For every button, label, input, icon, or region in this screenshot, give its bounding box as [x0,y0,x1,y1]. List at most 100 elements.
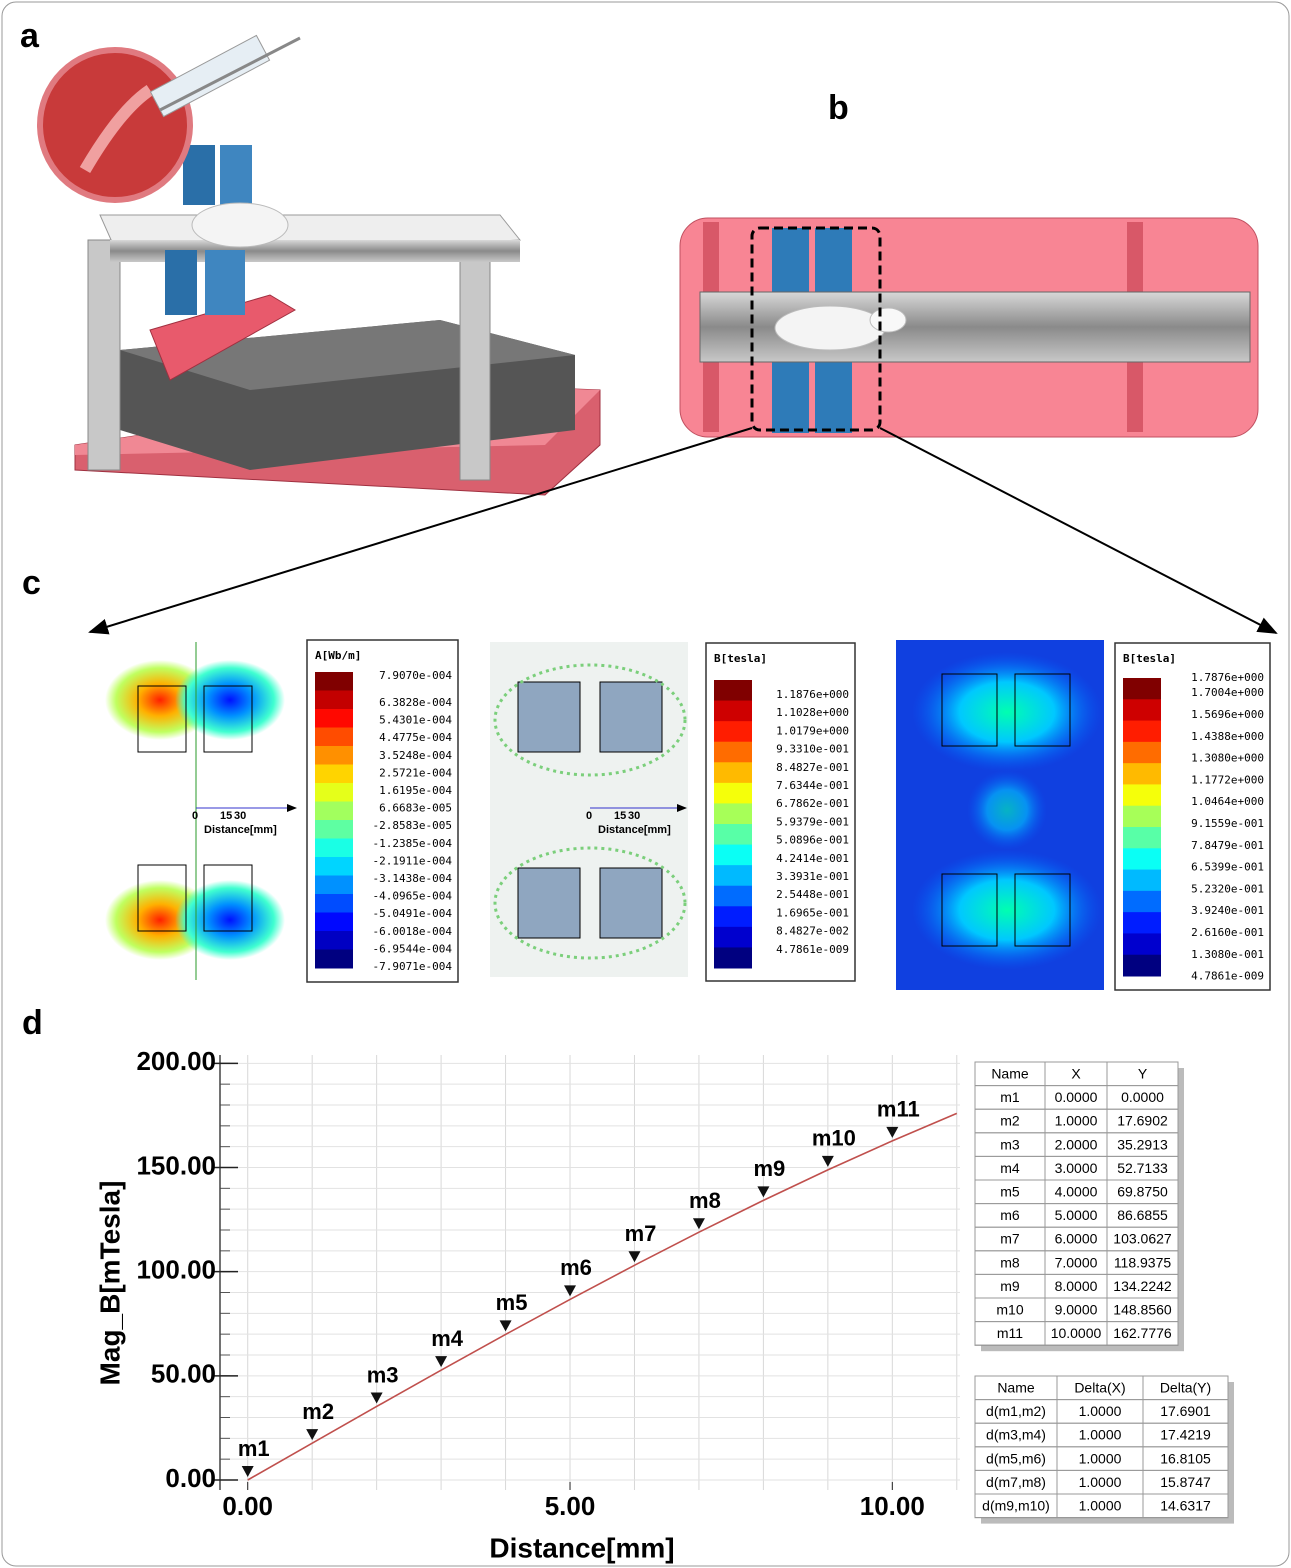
colorbar-label: -6.9544e-004 [373,942,453,955]
colorbar-title: B[tesla] [714,652,767,665]
colorbar-band [714,762,752,783]
colorbar-band [315,839,353,858]
colorbar-band [315,931,353,950]
table-cell-text: 10.0000 [1051,1325,1102,1341]
table-header: Delta(X) [1074,1380,1125,1396]
colorbar-band [1123,806,1161,828]
x-tick-label: 10.00 [860,1491,925,1521]
table-cell-text: 4.0000 [1055,1184,1098,1200]
colorbar-label: 6.3828e-004 [379,696,452,709]
colorbar-label: 6.5399e-001 [1191,861,1264,874]
table-cell-text: 6.0000 [1055,1231,1098,1247]
colorbar-band [315,691,353,710]
table-header: Name [997,1380,1035,1396]
colorbar-band [1123,678,1161,700]
table-cell-text: 16.8105 [1160,1450,1211,1466]
colorbar-label: -4.0965e-004 [373,890,453,903]
table-cell-text: 17.6902 [1117,1113,1168,1129]
y-tick-label: 0.00 [165,1463,216,1493]
panel-label: c [22,564,41,602]
colorbar-band [315,950,353,969]
x-tick-label: 0.00 [222,1491,273,1521]
colorbar-label: 1.6965e-001 [776,906,849,919]
colorbar-label: 4.2414e-001 [776,852,849,865]
colorbar-band [315,894,353,913]
marker-label: m10 [812,1126,856,1151]
table-cell-text: 17.6901 [1160,1403,1211,1419]
colorbar-label: 1.7876e+000 [1191,671,1264,684]
colorbar-band [315,913,353,932]
table-cell-text: m6 [1000,1207,1020,1223]
table-cell-text: 1.0000 [1079,1474,1122,1490]
table-cell-text: m1 [1000,1089,1020,1105]
y-tick-label: 100.00 [136,1255,216,1285]
colorbar-band [1123,721,1161,743]
table-cell-text: d(m7,m8) [986,1474,1046,1490]
colorbar-band [1123,827,1161,849]
colorbar-band [315,765,353,784]
figure: a b c d 01530Distance[mm]01530Distance[m… [0,0,1291,1568]
table-cell-text: 14.6317 [1160,1498,1211,1514]
marker-label: m6 [560,1255,592,1280]
colorbar-label: 4.4775e-004 [379,731,452,744]
colorbar-label: 5.2320e-001 [1191,882,1264,895]
colorbar-label: 9.1559e-001 [1191,817,1264,830]
colorbar-label: 6.6683e-005 [379,802,452,815]
colorbar-label: 3.3931e-001 [776,870,849,883]
colorbar-band [714,742,752,763]
y-axis-label: Mag_B[mTesla] [94,1181,125,1386]
colorbar-label: 1.1028e+000 [776,706,849,719]
colorbar-band [315,709,353,728]
table-cell-text: d(m3,m4) [986,1427,1046,1443]
table-cell-text: 2.0000 [1055,1136,1098,1152]
x-tick-label: 5.00 [545,1491,596,1521]
marker-label: m3 [367,1362,399,1387]
colorbar-label: 5.4301e-004 [379,714,452,727]
marker-label: m5 [496,1290,528,1315]
panel-label: a [20,17,40,55]
field-axis-label: Distance[mm] [204,824,277,836]
colorbar-band [1123,891,1161,913]
table-cell-text: m10 [996,1302,1023,1318]
colorbar-label: 1.1876e+000 [776,688,849,701]
colorbar-band [315,728,353,747]
colorbar-label: 1.0179e+000 [776,724,849,737]
colorbar-label: 6.7862e-001 [776,797,849,810]
colorbar-label: 7.8479e-001 [1191,839,1264,852]
table-cell-text: 0.0000 [1055,1089,1098,1105]
colorbar-label: 1.0464e+000 [1191,795,1264,808]
colorbar-label: 2.6160e-001 [1191,926,1264,939]
table-cell-text: 17.4219 [1160,1427,1211,1443]
table-cell-text: 1.0000 [1079,1427,1122,1443]
table-cell-text: 35.2913 [1117,1136,1168,1152]
colorbar-label: 1.6195e-004 [379,784,452,797]
colorbar-label: 1.4388e+000 [1191,730,1264,743]
y-tick-label: 50.00 [151,1359,216,1389]
colorbar-band [714,803,752,824]
marker-label: m1 [238,1436,270,1461]
colorbar-label: 3.9240e-001 [1191,904,1264,917]
colorbar-band [315,802,353,821]
field-axis-tick: 0 [192,810,198,822]
colorbar-label: 2.5448e-001 [776,888,849,901]
colorbar-label: 5.0896e-001 [776,834,849,847]
colorbar-band [1123,784,1161,806]
marker-label: m8 [689,1188,721,1213]
table-cell-text: 148.8560 [1113,1302,1172,1318]
colorbar-label: 3.5248e-004 [379,749,452,762]
colorbar-label: 5.9379e-001 [776,815,849,828]
colorbar-title: A[Wb/m] [315,649,361,662]
colorbar-band [714,927,752,948]
y-tick-label: 150.00 [136,1150,216,1180]
colorbar-band [714,947,752,968]
colorbar-band [315,672,353,691]
table-cell-text: 118.9375 [1114,1254,1172,1270]
table-cell-text: m9 [1000,1278,1020,1294]
panel-label: d [22,1004,43,1042]
table-header: Y [1138,1066,1148,1082]
colorbar-band [1123,699,1161,721]
colorbar-label: 4.7861e-009 [776,943,849,956]
colorbar-label: 1.3080e-001 [1191,948,1264,961]
field-plot-magnitude [896,640,1104,990]
colorbar-band [714,845,752,866]
